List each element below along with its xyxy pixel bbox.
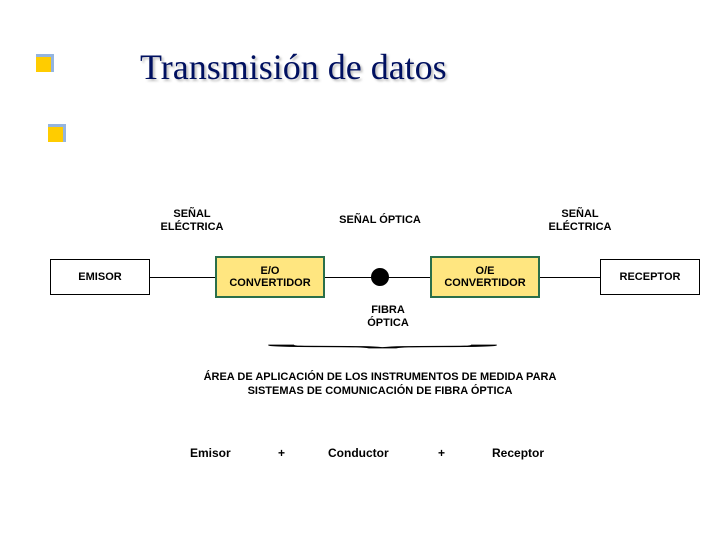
node-eo-convertidor: E/OCONVERTIDOR — [215, 256, 325, 298]
line-emisor-eo — [150, 277, 215, 278]
bottom-plus-2: + — [438, 446, 445, 460]
signal-label-right: SEÑALELÉCTRICA — [540, 208, 620, 234]
bullet-decor-1 — [36, 54, 54, 72]
page-title: Transmisión de datos — [140, 46, 447, 88]
node-emisor: EMISOR — [50, 259, 150, 295]
bottom-plus-1: + — [278, 446, 285, 460]
signal-label-center: SEÑAL ÓPTICA — [330, 214, 430, 227]
node-oe-convertidor: O/ECONVERTIDOR — [430, 256, 540, 298]
line-oe-receptor — [540, 277, 600, 278]
fiber-dot — [371, 268, 389, 286]
node-oe-label: O/ECONVERTIDOR — [444, 265, 525, 289]
node-receptor: RECEPTOR — [600, 259, 700, 295]
node-eo-label: E/OCONVERTIDOR — [229, 265, 310, 289]
bottom-conductor: Conductor — [328, 446, 389, 460]
node-receptor-label: RECEPTOR — [620, 271, 681, 283]
bottom-receptor: Receptor — [492, 446, 544, 460]
fibra-optica-label: FIBRAÓPTICA — [358, 304, 418, 330]
brace-icon: ⏟ — [264, 330, 502, 346]
node-emisor-label: EMISOR — [78, 271, 121, 283]
bottom-emisor: Emisor — [190, 446, 231, 460]
area-text: ÁREA DE APLICACIÓN DE LOS INSTRUMENTOS D… — [200, 370, 560, 399]
bullet-decor-2 — [48, 124, 66, 142]
signal-label-left: SEÑALELÉCTRICA — [152, 208, 232, 234]
